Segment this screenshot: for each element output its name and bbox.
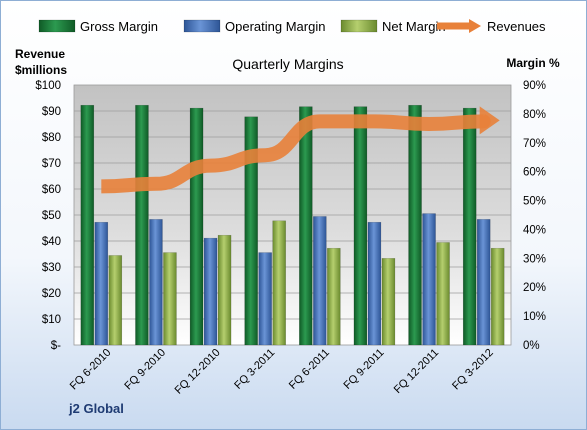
legend-label: Gross Margin [80,19,158,34]
y-left-tick-label: $80 [42,132,61,144]
bars [80,104,505,346]
gross-margin-bar [80,104,95,346]
operating-margin-bar [258,252,272,346]
y-left-tick-label: $30 [42,262,61,274]
y-left-label-line2: $millions [15,63,67,77]
y-right-tick-label: 60% [523,167,546,179]
y-left-label-line1: Revenue [15,47,65,61]
net-margin-bar [108,255,123,346]
legend-label: Revenues [487,19,546,34]
net-margin-bar [436,242,450,346]
y-right-tick-label: 40% [523,224,546,236]
y-left-tick-label: $50 [42,210,61,222]
legend-swatch-arrow [469,19,481,33]
y-right-tick-label: 0% [523,340,540,352]
legend-swatch [340,19,378,33]
y-right-tick-label: 10% [523,311,546,323]
x-tick-label: FQ 9-2010 [122,347,168,393]
operating-margin-bar [367,221,382,346]
y-left-tick-label: $20 [42,288,61,300]
legend-operating-margin: Operating Margin [183,19,325,34]
gross-margin-bar [135,104,149,346]
y-left-tick-label: $100 [35,80,61,92]
revenue-line-path [101,114,491,194]
x-tick-label: FQ 3-2011 [232,347,277,392]
legend-swatch [183,19,221,33]
gross-margin-bar [353,106,368,346]
legend-revenues: Revenues [437,19,546,34]
gross-margin-bar [299,106,313,346]
x-tick-label: FQ 12-2010 [173,347,223,397]
y-left-tick-label: $- [51,340,61,352]
chart-title: Quarterly Margins [232,56,343,72]
operating-margin-bar [313,216,327,346]
y-right-tick-label: 50% [523,196,546,208]
y-right-tick-label: 30% [523,253,546,265]
y-right-tick-label: 20% [523,282,546,294]
x-tick-label: FQ 6-2010 [68,347,114,393]
operating-margin-bar [422,213,436,346]
gross-margin-bar [408,104,422,346]
y-left-tick-label: $40 [42,236,61,248]
operating-margin-bar [94,221,109,346]
net-margin-bar [272,220,286,346]
y-left-tick-label: $10 [42,314,61,326]
net-margin-bar [327,247,341,346]
legend-swatch [38,19,76,33]
y-left-tick-label: $70 [42,158,61,170]
operating-margin-bar [476,219,491,346]
operating-margin-bar [203,237,218,346]
y-left-tick-label: $60 [42,184,61,196]
y-right-label: Margin % [506,56,560,70]
legend-label: Net Margin [382,19,446,34]
company-label: j2 Global [69,401,124,416]
legend-gross-margin: Gross Margin [38,19,158,34]
gross-margin-bar [462,107,477,346]
net-margin-bar [381,258,396,346]
gross-margin-bar [189,107,204,346]
x-tick-label: FQ 12-2011 [392,347,441,396]
x-tick-label: FQ 3-2012 [450,347,496,393]
y-right-tick-label: 90% [523,80,546,92]
legend-label: Operating Margin [225,19,325,34]
gross-margin-bar [244,116,258,346]
y-right-tick-label: 80% [523,109,546,121]
x-tick-label: FQ 6-2011 [287,347,332,392]
net-margin-bar [490,247,505,346]
revenue-line [101,106,500,194]
legend: Gross Margin Operating Margin Net Margin Re… [38,19,546,34]
operating-margin-bar [149,219,163,346]
y-left-tick-label: $90 [42,106,61,118]
revenue-arrowhead [479,106,500,135]
y-right-tick-label: 70% [523,138,546,150]
net-margin-bar [217,234,232,346]
legend-net-margin: Net Margin [340,19,446,34]
net-margin-bar [163,252,177,346]
x-tick-label: FQ 9-2011 [341,347,386,392]
